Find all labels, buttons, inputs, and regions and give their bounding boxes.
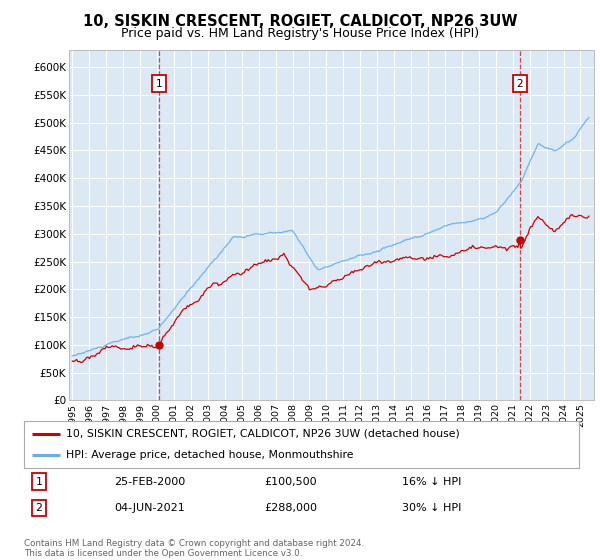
Text: 10, SISKIN CRESCENT, ROGIET, CALDICOT, NP26 3UW (detached house): 10, SISKIN CRESCENT, ROGIET, CALDICOT, N… <box>65 428 460 438</box>
Text: 1: 1 <box>35 477 43 487</box>
Text: Price paid vs. HM Land Registry's House Price Index (HPI): Price paid vs. HM Land Registry's House … <box>121 27 479 40</box>
Text: HPI: Average price, detached house, Monmouthshire: HPI: Average price, detached house, Monm… <box>65 450 353 460</box>
Text: £288,000: £288,000 <box>264 503 317 513</box>
Text: 30% ↓ HPI: 30% ↓ HPI <box>402 503 461 513</box>
Text: 25-FEB-2000: 25-FEB-2000 <box>114 477 185 487</box>
Text: 1: 1 <box>156 79 163 88</box>
Text: 04-JUN-2021: 04-JUN-2021 <box>114 503 185 513</box>
Text: 16% ↓ HPI: 16% ↓ HPI <box>402 477 461 487</box>
Text: 2: 2 <box>517 79 523 88</box>
Text: 10, SISKIN CRESCENT, ROGIET, CALDICOT, NP26 3UW: 10, SISKIN CRESCENT, ROGIET, CALDICOT, N… <box>83 14 517 29</box>
Text: 2: 2 <box>35 503 43 513</box>
Text: Contains HM Land Registry data © Crown copyright and database right 2024.
This d: Contains HM Land Registry data © Crown c… <box>24 539 364 558</box>
Text: £100,500: £100,500 <box>264 477 317 487</box>
